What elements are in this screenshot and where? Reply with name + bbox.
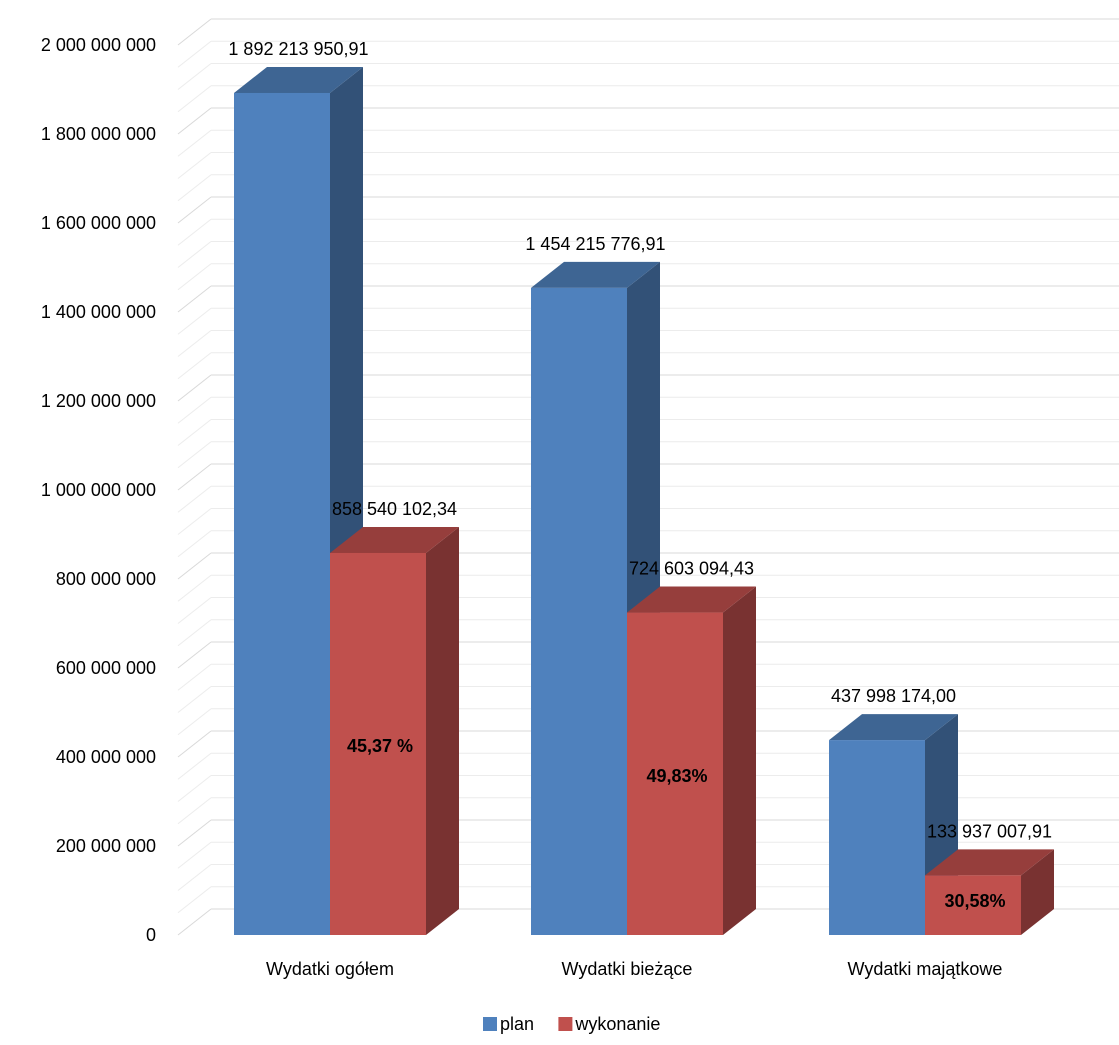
gridline-depth — [178, 19, 211, 45]
x-category-label: Wydatki majątkowe — [848, 959, 1003, 979]
bar-wykonanie — [330, 527, 459, 935]
gridline-depth — [178, 798, 211, 824]
gridline-depth — [178, 397, 211, 423]
gridline-depth — [178, 731, 211, 757]
y-tick-label: 400 000 000 — [56, 747, 156, 767]
y-tick-label: 1 400 000 000 — [41, 302, 156, 322]
percent-label: 49,83% — [646, 766, 707, 786]
gridline-depth — [178, 420, 211, 446]
y-tick-label: 2 000 000 000 — [41, 35, 156, 55]
legend-swatch-plan — [483, 1017, 497, 1031]
gridline-depth — [178, 575, 211, 601]
legend-swatch-wykonanie — [558, 1017, 572, 1031]
gridline-depth — [178, 842, 211, 868]
data-label-plan: 1 892 213 950,91 — [228, 39, 368, 59]
y-tick-label: 600 000 000 — [56, 658, 156, 678]
y-tick-label: 1 000 000 000 — [41, 480, 156, 500]
gridline-depth — [178, 664, 211, 690]
data-label-wykonanie: 724 603 094,43 — [629, 559, 754, 579]
gridline-depth — [178, 375, 211, 401]
gridline-depth — [178, 776, 211, 802]
bar-front — [531, 288, 627, 935]
y-tick-label: 200 000 000 — [56, 836, 156, 856]
gridline-depth — [178, 531, 211, 557]
bar-side — [723, 587, 756, 935]
y-tick-label: 1 800 000 000 — [41, 124, 156, 144]
gridline-depth — [178, 820, 211, 846]
gridline-depth — [178, 86, 211, 112]
gridline-depth — [178, 41, 211, 67]
y-tick-label: 800 000 000 — [56, 569, 156, 589]
gridline-depth — [178, 197, 211, 223]
bar-side — [426, 527, 459, 935]
data-label-plan: 1 454 215 776,91 — [525, 234, 665, 254]
gridline-depth — [178, 64, 211, 90]
bar-wykonanie — [627, 587, 756, 935]
gridline-depth — [178, 709, 211, 735]
gridline-depth — [178, 909, 211, 935]
gridline-depth — [178, 887, 211, 913]
gridline-depth — [178, 242, 211, 268]
gridline-depth — [178, 153, 211, 179]
bar-front — [234, 93, 330, 935]
gridline-depth — [178, 642, 211, 668]
legend-label-wykonanie: wykonanie — [574, 1014, 660, 1034]
y-tick-label: 1 600 000 000 — [41, 213, 156, 233]
gridline-depth — [178, 264, 211, 290]
data-label-wykonanie: 858 540 102,34 — [332, 499, 457, 519]
gridline-depth — [178, 442, 211, 468]
legend-label-plan: plan — [500, 1014, 534, 1034]
y-tick-label: 1 200 000 000 — [41, 391, 156, 411]
percent-label: 45,37 % — [347, 736, 413, 756]
data-label-wykonanie: 133 937 007,91 — [927, 821, 1052, 841]
gridline-depth — [178, 286, 211, 312]
gridline-depth — [178, 509, 211, 535]
bar-front — [829, 740, 925, 935]
gridline-depth — [178, 598, 211, 624]
gridline-depth — [178, 219, 211, 245]
gridline-depth — [178, 130, 211, 156]
data-label-plan: 437 998 174,00 — [831, 686, 956, 706]
gridline-depth — [178, 486, 211, 512]
gridline-depth — [178, 620, 211, 646]
gridline-depth — [178, 753, 211, 779]
gridline-depth — [178, 108, 211, 134]
gridline-depth — [178, 175, 211, 201]
gridline-depth — [178, 687, 211, 713]
y-tick-label: 0 — [146, 925, 156, 945]
gridline-depth — [178, 553, 211, 579]
gridline-depth — [178, 865, 211, 891]
gridline-depth — [178, 464, 211, 490]
gridline-depth — [178, 353, 211, 379]
x-category-label: Wydatki ogółem — [266, 959, 394, 979]
x-category-label: Wydatki bieżące — [562, 959, 693, 979]
percent-label: 30,58% — [944, 891, 1005, 911]
gridline-depth — [178, 331, 211, 357]
gridline-depth — [178, 308, 211, 334]
